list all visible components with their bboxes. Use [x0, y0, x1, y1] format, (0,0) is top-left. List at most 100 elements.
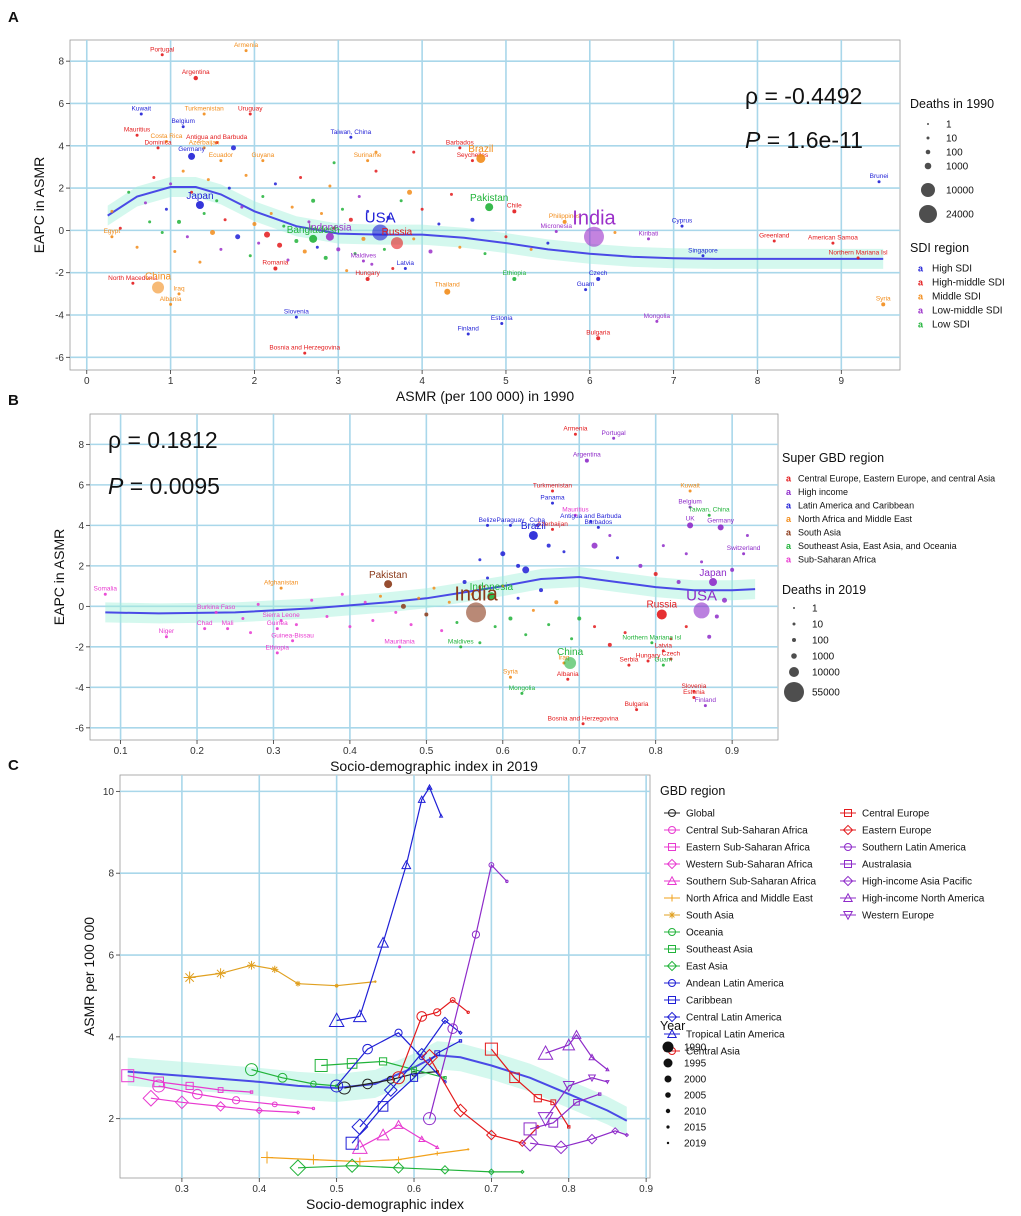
- point-label-ecuador: Ecuador: [209, 152, 234, 159]
- data-point: [478, 558, 482, 562]
- data-point: [348, 625, 352, 629]
- legend-label-high-sdi: High SDI: [932, 264, 972, 275]
- data-point-kuwait: [688, 489, 692, 493]
- data-point-slovenia: [294, 315, 298, 319]
- series-marker: [334, 1084, 339, 1088]
- point-label-dominica: Dominica: [144, 139, 171, 146]
- data-point: [176, 219, 181, 224]
- series-marker: [394, 1028, 403, 1037]
- legend-swatch: a: [786, 528, 792, 538]
- data-point: [455, 621, 459, 625]
- data-point: [302, 249, 307, 254]
- point-label-kuwait: Kuwait: [680, 482, 700, 489]
- series-high-income-north-america: [537, 1029, 610, 1072]
- data-point: [185, 235, 189, 239]
- series-marker: [484, 1042, 498, 1056]
- point-label-czech: Czech: [662, 651, 681, 658]
- legend-swatch: a: [786, 501, 792, 511]
- point-label-albania: Albania: [557, 671, 579, 678]
- series-marker: [668, 911, 676, 919]
- data-point-mauritania: [398, 645, 402, 649]
- point-label-cuba: Cuba: [529, 517, 545, 524]
- point-label-singapore: Singapore: [688, 247, 718, 254]
- point-label-argentina: Argentina: [182, 69, 210, 76]
- series-marker: [666, 858, 678, 870]
- series-marker: [668, 928, 676, 936]
- point-label-mauritius: Mauritius: [562, 507, 589, 514]
- point-label-estonia: Estonia: [491, 315, 513, 322]
- series-marker: [121, 1069, 135, 1083]
- point-label-brazil: Brazil: [468, 144, 493, 155]
- series-marker: [377, 1101, 389, 1112]
- point-label-chile: Chile: [507, 202, 522, 209]
- legend-label-east-asia: East Asia: [686, 962, 728, 973]
- data-point: [684, 552, 688, 556]
- point-label-latvia: Latvia: [655, 642, 673, 649]
- data-point: [449, 192, 453, 196]
- x-tick-label: 0: [84, 376, 90, 387]
- data-point-mauritius: [135, 133, 139, 137]
- series-marker: [562, 1038, 576, 1051]
- data-point: [516, 596, 520, 600]
- point-label-finland: Finland: [695, 697, 717, 704]
- series-marker: [571, 1029, 582, 1039]
- data-point-mali: [226, 627, 230, 631]
- data-point-barbados: [596, 525, 600, 529]
- series-marker: [842, 824, 854, 836]
- data-point: [653, 571, 658, 576]
- data-point: [374, 169, 378, 173]
- point-label-indonesia: Indonesia: [470, 582, 514, 593]
- data-point: [399, 199, 403, 203]
- legend-swatch: a: [918, 306, 924, 316]
- legend-label-southern-latin-america: Southern Latin America: [862, 843, 966, 854]
- y-tick-label: 4: [108, 1032, 114, 1043]
- series-marker: [417, 795, 426, 803]
- data-point-azerbaijan: [202, 146, 206, 150]
- legend-size-label: 10000: [812, 668, 840, 679]
- point-label-brazil: Brazil: [521, 521, 546, 532]
- data-point: [311, 198, 316, 203]
- data-point-american-samoa: [831, 241, 835, 245]
- data-point: [407, 189, 413, 195]
- data-point-pakistan: [384, 580, 393, 589]
- data-point: [173, 250, 177, 254]
- series-line: [266, 1148, 469, 1163]
- data-point-albania: [169, 302, 173, 306]
- series-marker: [668, 996, 676, 1004]
- data-point: [669, 637, 673, 641]
- point-label-belize: Belize: [479, 517, 497, 524]
- data-point: [353, 252, 357, 256]
- series-line: [545, 1033, 608, 1071]
- series-marker: [351, 1118, 369, 1136]
- data-point: [400, 603, 406, 609]
- series-marker: [153, 1076, 164, 1088]
- x-tick-label: 0.4: [252, 1184, 266, 1195]
- data-point: [730, 567, 735, 572]
- series-marker: [562, 1081, 575, 1093]
- data-point-germany: [188, 152, 196, 160]
- data-point-afghanistan: [279, 586, 283, 590]
- data-point-maldives: [459, 645, 463, 649]
- data-point: [493, 625, 497, 629]
- series-marker: [185, 1081, 194, 1091]
- legend-year-swatch: [664, 1075, 672, 1083]
- data-point-northern-mariana-isl: [650, 641, 654, 645]
- point-label-hungary: Hungary: [636, 653, 661, 660]
- series-marker: [393, 1119, 404, 1129]
- point-label-finland: Finland: [458, 326, 480, 333]
- series-marker: [311, 1106, 316, 1111]
- series-marker: [466, 1010, 470, 1014]
- data-point-azerbaijan: [550, 527, 554, 531]
- data-point-seychelles: [470, 159, 474, 163]
- data-point: [294, 623, 298, 627]
- point-label-guinea-bissau: Guinea-Bissau: [271, 632, 314, 639]
- data-point: [370, 262, 374, 266]
- series-marker: [355, 1157, 364, 1166]
- legend-deaths-2019: Deaths in 2019 1 10 100 1000 10000 55000: [782, 583, 866, 702]
- point-label-north-macedonia: North Macedonia: [108, 275, 158, 282]
- data-point: [325, 614, 329, 618]
- data-point: [524, 633, 528, 637]
- series-marker: [458, 1030, 463, 1036]
- series-marker: [337, 1081, 351, 1095]
- legend-label-high-income-north-america: High-income North America: [862, 894, 985, 905]
